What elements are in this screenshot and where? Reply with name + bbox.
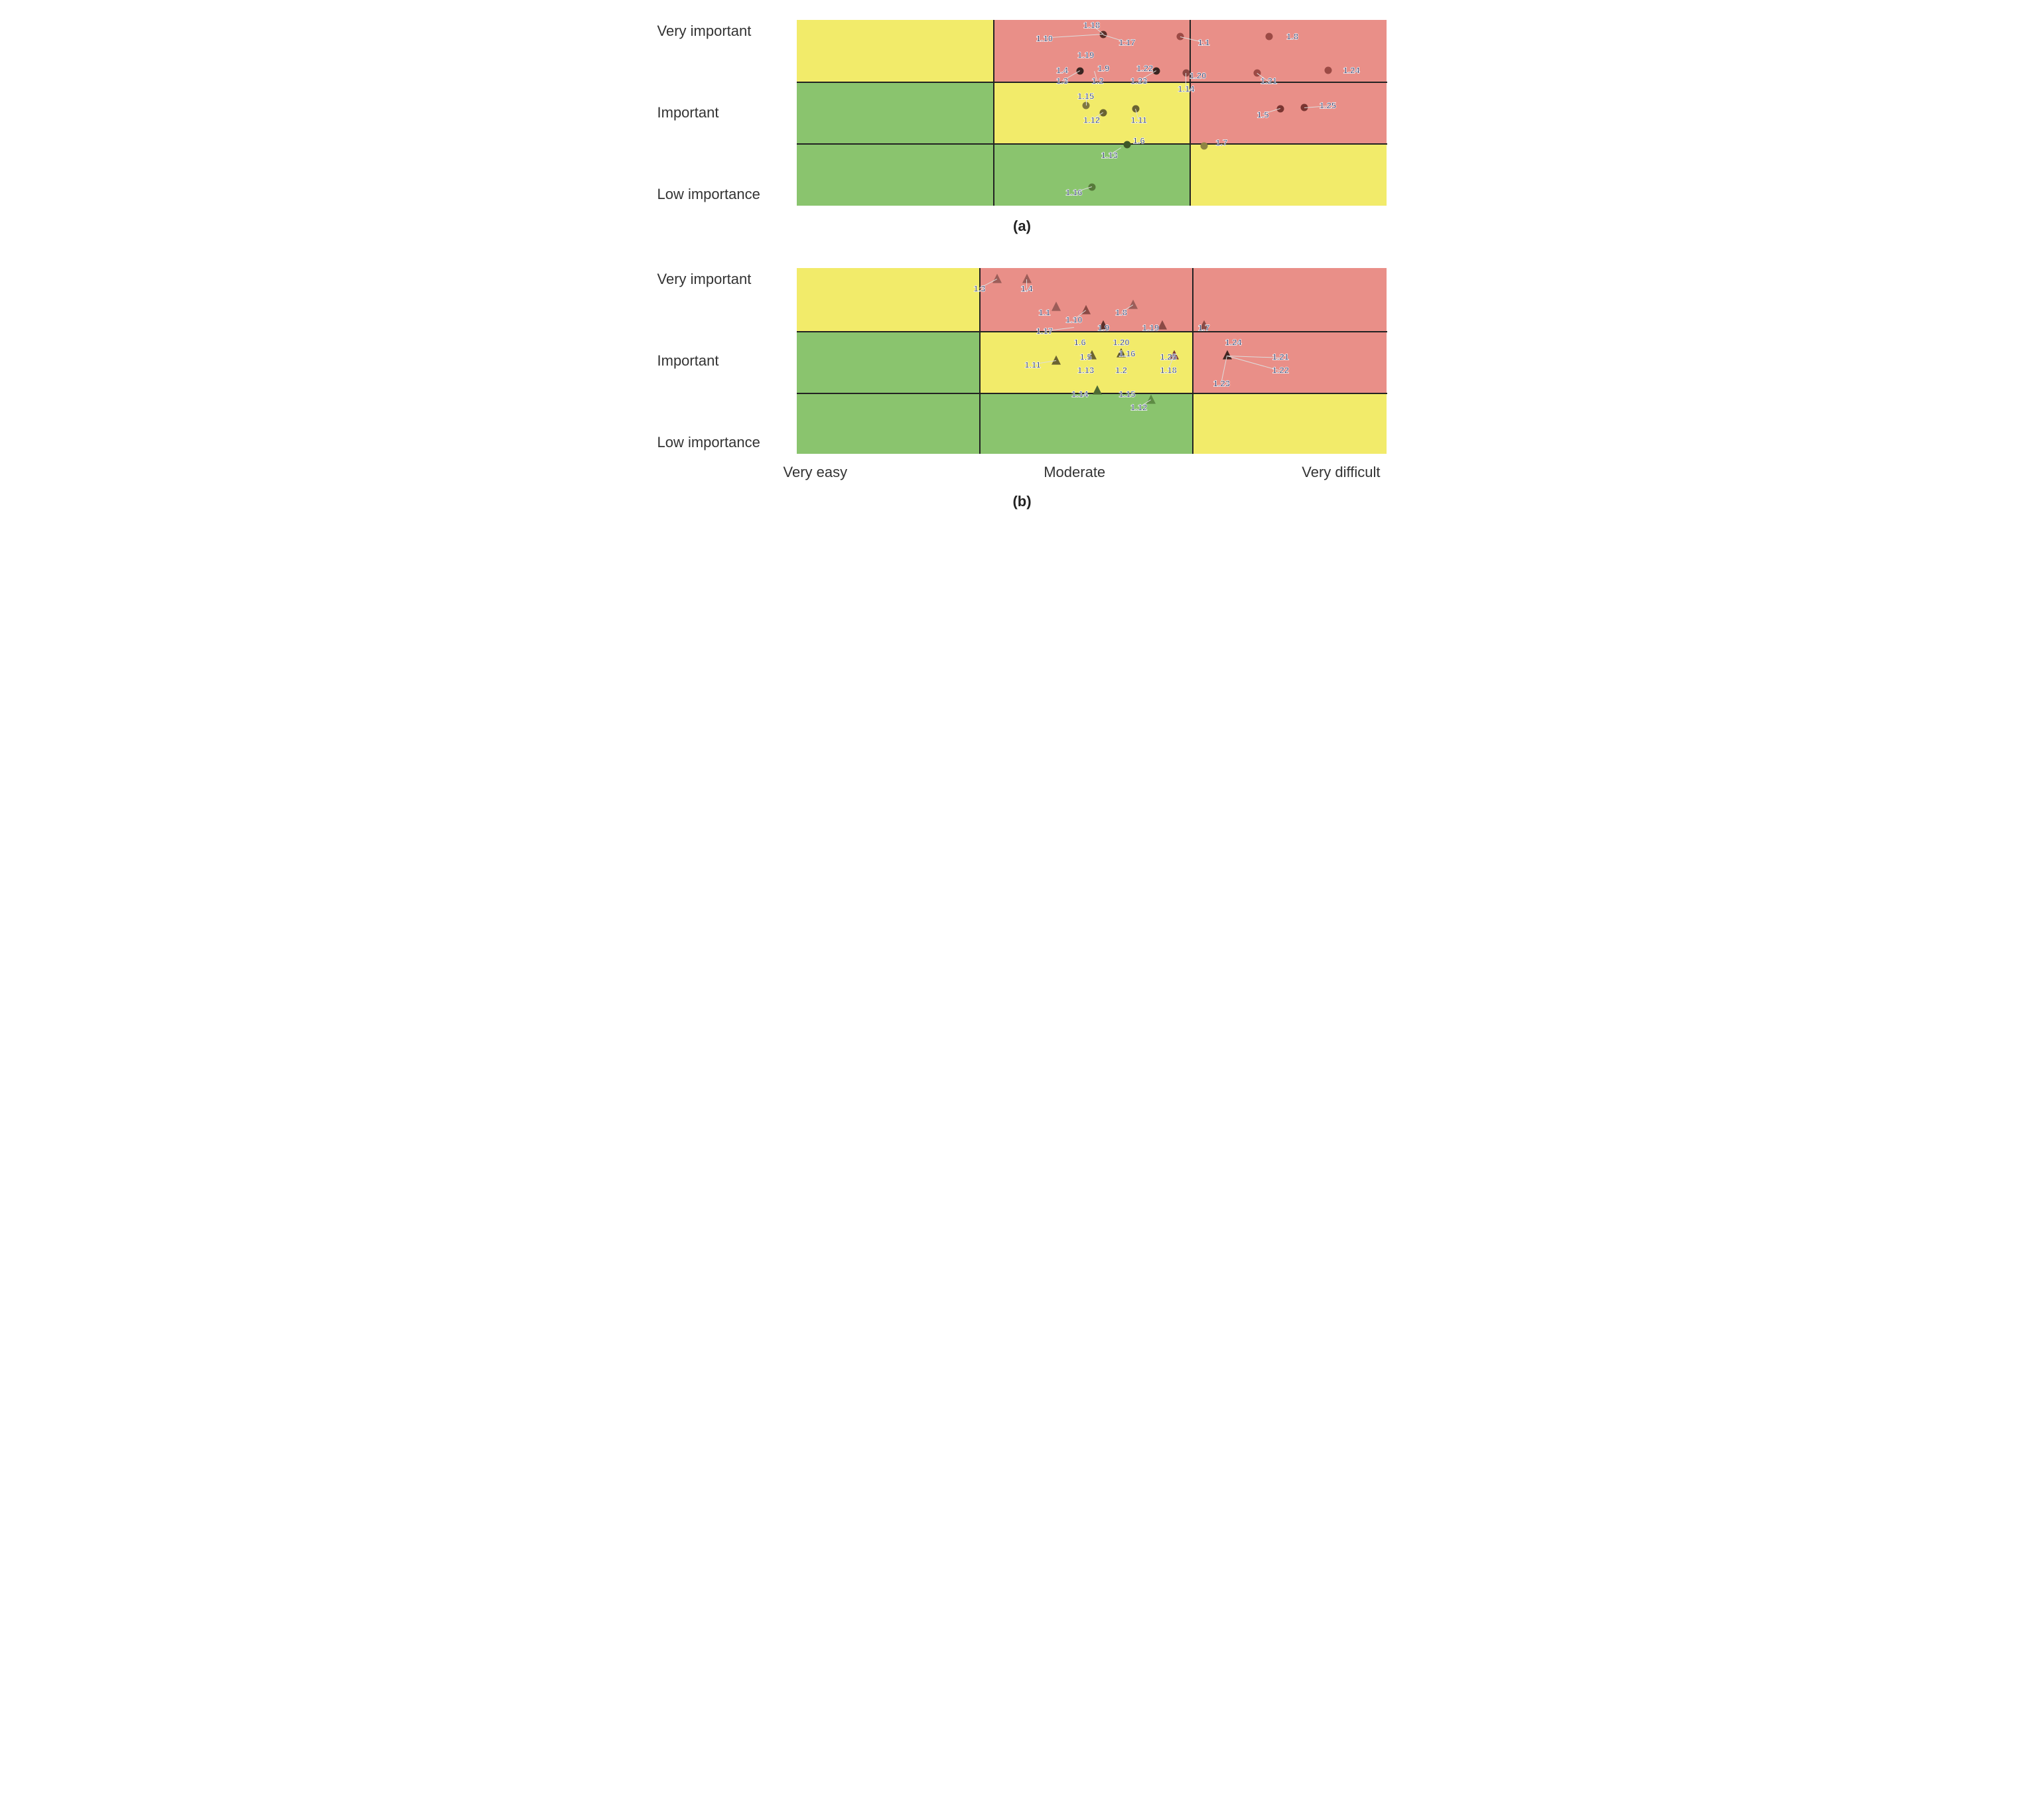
matrix-cell xyxy=(993,82,1190,143)
y-axis-labels-b: Very important Important Low importance xyxy=(657,268,797,454)
matrix-cell xyxy=(1192,393,1387,454)
matrix-cell xyxy=(797,393,980,454)
matrix-cell xyxy=(1192,268,1387,331)
caption-b: (b) xyxy=(1012,493,1031,510)
x-label-very-easy: Very easy xyxy=(784,464,848,481)
panel-a: Very important Important Low importance … xyxy=(657,20,1387,235)
grid-line-horizontal xyxy=(797,143,1387,145)
matrix-cell xyxy=(979,331,1192,392)
data-point xyxy=(1099,320,1108,329)
matrix-cell xyxy=(797,20,993,82)
data-point xyxy=(992,273,1002,283)
grid-line-horizontal xyxy=(797,331,1387,332)
leader-line xyxy=(1026,279,1027,289)
data-point xyxy=(1265,33,1272,40)
y-label-important: Important xyxy=(657,353,719,369)
data-point xyxy=(1052,301,1061,311)
y-label-low-importance: Low importance xyxy=(657,435,760,450)
x-label-very-difficult: Very difficult xyxy=(1302,464,1380,481)
matrix-cell xyxy=(1190,20,1387,82)
data-point xyxy=(1158,320,1167,329)
leader-line xyxy=(1086,96,1087,105)
caption-a: (a) xyxy=(1013,218,1031,235)
grid-line-vertical xyxy=(1192,268,1193,454)
grid-line-vertical xyxy=(979,268,981,454)
data-point xyxy=(1117,348,1126,357)
data-point xyxy=(1199,320,1209,329)
matrix-cell xyxy=(797,268,980,331)
x-label-moderate: Moderate xyxy=(1044,464,1105,481)
data-point xyxy=(1093,385,1102,394)
data-point xyxy=(1324,66,1331,74)
data-point xyxy=(1170,350,1179,359)
data-point xyxy=(1128,300,1138,309)
grid-line-vertical xyxy=(993,20,994,206)
matrix-cell xyxy=(993,20,1190,82)
x-axis-labels: Very easy Moderate Very difficult xyxy=(777,454,1400,481)
matrix-cell xyxy=(1190,82,1387,143)
grid-line-horizontal xyxy=(797,393,1387,394)
chart-a: 1.181.101.171.11.81.191.41.91.31.21.221.… xyxy=(797,20,1387,206)
y-label-very-important: Very important xyxy=(657,23,752,39)
y-label-very-important: Very important xyxy=(657,271,752,287)
matrix-cell xyxy=(797,82,993,143)
matrix-cell xyxy=(993,143,1190,206)
matrix-cell xyxy=(979,393,1192,454)
data-point xyxy=(1087,350,1097,359)
data-point xyxy=(1123,141,1130,148)
matrix-cell xyxy=(797,331,980,392)
y-axis-labels-a: Very important Important Low importance xyxy=(657,20,797,206)
matrix-cell xyxy=(1190,143,1387,206)
grid-line-horizontal xyxy=(797,82,1387,83)
y-label-low-importance: Low importance xyxy=(657,186,760,202)
matrix-cell xyxy=(797,143,993,206)
panel-b: Very important Important Low importance … xyxy=(657,268,1387,510)
chart-b: 1.31.41.11.101.81.171.91.191.71.61.201.2… xyxy=(797,268,1387,454)
data-point xyxy=(1223,350,1232,359)
grid-line-vertical xyxy=(1190,20,1191,206)
y-label-important: Important xyxy=(657,105,719,121)
data-point xyxy=(1200,143,1207,150)
figure-wrap: Very important Important Low importance … xyxy=(657,20,1387,510)
